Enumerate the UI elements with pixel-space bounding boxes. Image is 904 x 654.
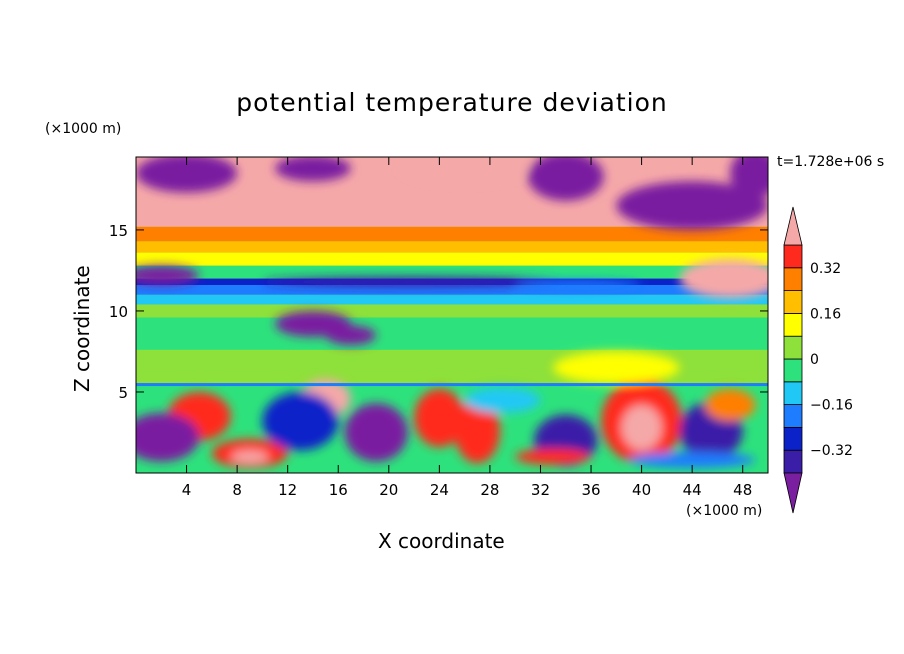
x-tick-label: 48	[733, 481, 752, 499]
colorbar-box	[783, 290, 803, 314]
x-axis-label: X coordinate	[378, 529, 505, 553]
x-tick-label: 36	[581, 481, 600, 499]
colorbar-box	[783, 358, 803, 383]
colorbar-label: 0.16	[810, 306, 841, 322]
contour-blob	[401, 157, 528, 182]
contour-blob	[679, 259, 768, 298]
colorbar-box	[783, 312, 803, 337]
contour-blob	[275, 157, 351, 182]
contour-blob	[553, 351, 680, 384]
x-axis: 4 8 12 16 20 24 28 32 36 40 44 48	[182, 157, 752, 499]
y-tick-label: 15	[109, 222, 128, 240]
y-axis-label: Z coordinate	[70, 265, 94, 392]
contour-blob	[464, 387, 541, 414]
plot-frame	[135, 156, 769, 474]
colorbar-box	[783, 381, 803, 405]
contour-band	[136, 304, 768, 318]
colorbar-label: −0.16	[810, 398, 853, 414]
contour-blob	[515, 448, 592, 465]
x-tick-label: 28	[480, 481, 499, 499]
contour-blob	[628, 451, 756, 469]
x-tick-label: 4	[182, 481, 192, 499]
colorbar-extend-min	[783, 472, 803, 514]
contour-blob	[136, 265, 200, 286]
contour-blob	[414, 388, 465, 448]
x-units-label: (×1000 m)	[686, 503, 763, 519]
contour-interface	[136, 383, 768, 387]
contour-band	[136, 285, 768, 295]
contour-field	[136, 157, 768, 473]
x-tick-label: 16	[329, 481, 348, 499]
contour-band	[136, 317, 768, 350]
colorbar-label: 0.32	[810, 261, 841, 277]
contour-band	[136, 265, 768, 279]
x-tick-label: 8	[232, 481, 242, 499]
colorbar-box	[783, 335, 803, 360]
chart-title: potential temperature deviation	[236, 88, 668, 117]
contour-blob	[515, 280, 642, 290]
colorbar: 0.32 0.16 0 −0.16 −0.32	[783, 206, 853, 514]
contour-blob	[454, 398, 501, 464]
colorbar-box	[783, 244, 803, 269]
contour-blob	[262, 276, 566, 287]
colorbar-box	[783, 449, 803, 474]
x-tick-label: 24	[430, 481, 449, 499]
contour-blob	[325, 325, 377, 345]
contour-blob	[136, 413, 200, 462]
contour-blob	[344, 403, 408, 462]
contour-band	[136, 252, 768, 266]
x-tick-label: 44	[683, 481, 702, 499]
contour-blob	[136, 157, 238, 193]
colorbar-extend-max	[783, 206, 803, 246]
contour-band	[136, 226, 768, 242]
x-tick-label: 40	[632, 481, 651, 499]
colorbar-label: 0	[810, 352, 819, 368]
contour-blob	[616, 181, 768, 230]
contour-blob	[730, 157, 768, 198]
colorbar-box	[783, 426, 803, 451]
contour-band	[136, 241, 768, 253]
x-tick-label: 12	[278, 481, 297, 499]
x-tick-label: 32	[531, 481, 550, 499]
contour-blob	[621, 404, 662, 451]
colorbar-box	[783, 267, 803, 291]
y-tick-label: 10	[109, 303, 128, 321]
x-tick-label: 20	[379, 481, 398, 499]
y-axis: 5 10 15	[109, 222, 768, 402]
colorbar-label: −0.32	[810, 443, 853, 459]
contour-blob	[230, 450, 269, 464]
time-label: t=1.728e+06 s	[777, 154, 885, 170]
contour-blobs	[136, 157, 768, 469]
contour-blob	[262, 391, 339, 451]
contour-blob	[527, 157, 604, 201]
contour-blob	[704, 388, 756, 422]
colorbar-box	[783, 404, 803, 428]
y-units-label: (×1000 m)	[45, 121, 122, 137]
contour-band	[136, 294, 768, 305]
y-tick-label: 5	[118, 384, 128, 402]
